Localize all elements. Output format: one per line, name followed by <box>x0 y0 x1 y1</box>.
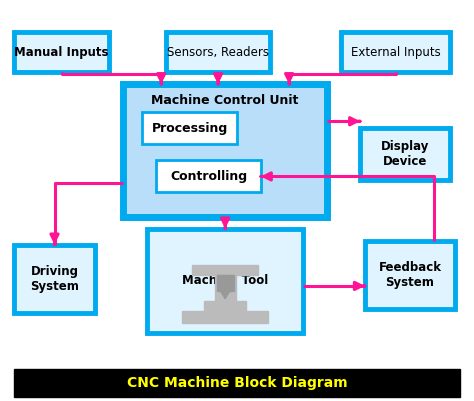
FancyBboxPatch shape <box>123 84 327 217</box>
Bar <box>192 265 258 275</box>
Bar <box>215 275 236 301</box>
Text: Manual Inputs: Manual Inputs <box>14 46 109 59</box>
Text: Feedback
System: Feedback System <box>379 261 441 289</box>
FancyBboxPatch shape <box>14 245 95 313</box>
FancyBboxPatch shape <box>142 112 237 144</box>
Text: Driving
System: Driving System <box>30 265 79 293</box>
FancyBboxPatch shape <box>365 241 455 309</box>
FancyBboxPatch shape <box>147 229 303 333</box>
FancyBboxPatch shape <box>166 32 270 72</box>
Text: Processing: Processing <box>152 122 228 135</box>
Text: Machine Tool: Machine Tool <box>182 274 268 287</box>
Polygon shape <box>220 291 230 299</box>
FancyBboxPatch shape <box>14 369 460 397</box>
FancyBboxPatch shape <box>341 32 450 72</box>
FancyBboxPatch shape <box>14 32 109 72</box>
Text: Display
Device: Display Device <box>381 140 429 168</box>
FancyBboxPatch shape <box>156 160 261 192</box>
Text: Sensors, Readers: Sensors, Readers <box>167 46 269 59</box>
Text: Controlling: Controlling <box>170 170 247 183</box>
FancyBboxPatch shape <box>360 128 450 180</box>
Bar <box>182 311 268 323</box>
Text: Machine Control Unit: Machine Control Unit <box>152 94 299 107</box>
Bar <box>217 275 234 291</box>
Text: CNC Machine Block Diagram: CNC Machine Block Diagram <box>127 376 347 390</box>
Text: External Inputs: External Inputs <box>351 46 441 59</box>
Bar <box>204 301 246 311</box>
